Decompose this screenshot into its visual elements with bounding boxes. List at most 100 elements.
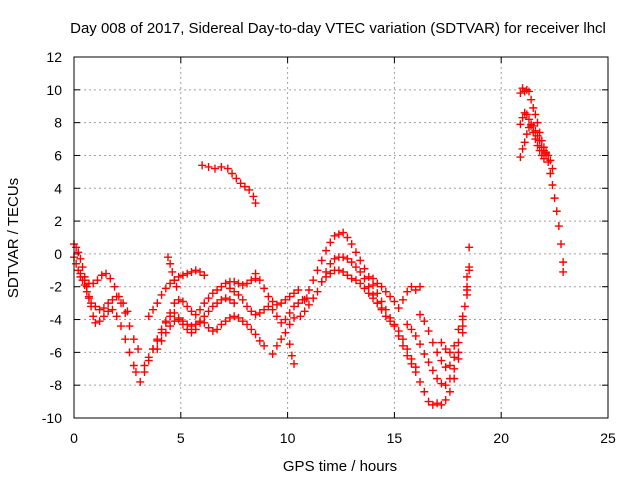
data-point [343, 254, 352, 263]
data-point [369, 274, 378, 283]
data-point [225, 313, 234, 322]
data-point [394, 331, 403, 340]
data-point [322, 272, 331, 281]
data-point [129, 335, 138, 344]
data-point [97, 271, 106, 280]
data-point [260, 284, 269, 293]
data-point [428, 338, 437, 347]
data-point [268, 305, 277, 314]
data-point [208, 327, 217, 336]
data-point [213, 299, 222, 308]
data-point [411, 368, 420, 377]
data-point [104, 299, 113, 308]
data-point [296, 312, 305, 321]
data-point [166, 322, 175, 331]
data-point [249, 192, 258, 201]
data-point [72, 243, 81, 252]
data-point [204, 294, 213, 303]
data-point [245, 185, 254, 194]
data-point [200, 299, 209, 308]
data-point [533, 141, 542, 150]
data-point [230, 287, 239, 296]
data-point [268, 297, 277, 306]
data-point [300, 295, 309, 304]
data-point [99, 312, 108, 321]
series-7 [153, 312, 269, 354]
data-point [204, 162, 213, 171]
data-point [210, 164, 219, 173]
data-point [326, 269, 335, 278]
data-point [407, 325, 416, 334]
data-point [213, 325, 222, 334]
data-point [351, 248, 360, 257]
series-1 [70, 253, 143, 354]
data-point [260, 305, 269, 314]
data-point [420, 350, 429, 359]
data-point [178, 317, 187, 326]
data-point [247, 276, 256, 285]
y-tick-label: 12 [46, 49, 62, 65]
data-point [82, 287, 91, 296]
data-point [356, 279, 365, 288]
data-point [161, 284, 170, 293]
data-point [420, 387, 429, 396]
data-point [251, 330, 260, 339]
data-point [187, 322, 196, 331]
data-point [264, 292, 273, 301]
data-point [428, 366, 437, 375]
data-point [221, 317, 230, 326]
data-point [255, 276, 264, 285]
data-point [516, 120, 525, 129]
data-point [403, 351, 412, 360]
data-point [369, 294, 378, 303]
series-18 [437, 266, 474, 357]
data-point [317, 277, 326, 286]
data-point [522, 110, 531, 119]
data-point [153, 345, 162, 354]
data-point [87, 299, 96, 308]
data-point [251, 199, 260, 208]
data-point [251, 269, 260, 278]
data-point [200, 318, 209, 327]
data-point [285, 320, 294, 329]
y-tick-label: 8 [54, 115, 62, 131]
data-point [89, 279, 98, 288]
data-point [522, 130, 531, 139]
data-point [236, 179, 245, 188]
data-point [394, 304, 403, 313]
data-point [264, 302, 273, 311]
data-point [398, 295, 407, 304]
data-point [309, 294, 318, 303]
data-point [450, 341, 459, 350]
data-point [78, 263, 87, 272]
chart-title: Day 008 of 2017, Sidereal Day-to-day VTE… [70, 20, 606, 37]
data-point [191, 320, 200, 329]
data-point [247, 307, 256, 316]
data-point [223, 164, 232, 173]
data-point [373, 299, 382, 308]
data-point [99, 304, 108, 313]
data-point [285, 292, 294, 301]
data-point [178, 271, 187, 280]
y-tick-label: -8 [50, 377, 63, 393]
data-point [255, 336, 264, 345]
data-point [381, 287, 390, 296]
data-point [343, 233, 352, 242]
data-point [554, 222, 563, 231]
x-tick-label: 0 [70, 430, 78, 446]
y-axis-label: SDTVAR / TECUs [5, 178, 22, 298]
data-point [433, 399, 442, 408]
data-point [398, 341, 407, 350]
data-point [347, 240, 356, 249]
data-point [272, 312, 281, 321]
data-point [330, 254, 339, 263]
data-point [174, 272, 183, 281]
data-point [217, 295, 226, 304]
data-point [230, 312, 239, 321]
series-16 [403, 286, 472, 390]
data-point [424, 358, 433, 367]
data-point [527, 121, 536, 130]
data-point [166, 312, 175, 321]
data-point [84, 294, 93, 303]
